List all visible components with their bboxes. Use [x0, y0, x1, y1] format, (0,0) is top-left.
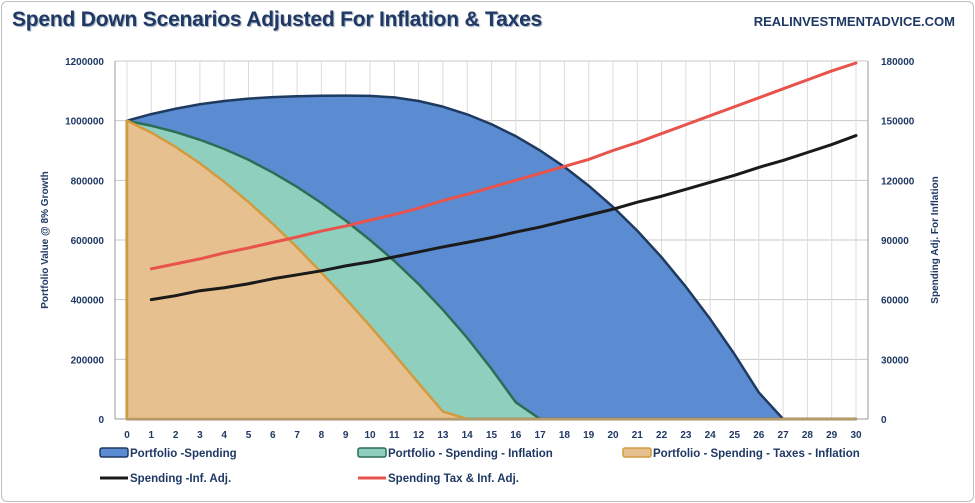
legend-label: Spending -Inf. Adj. [130, 473, 231, 485]
x-tick-label: 9 [343, 430, 349, 441]
x-tick-label: 0 [124, 430, 130, 441]
y-tick-label: 800000 [71, 176, 105, 187]
y2-tick-label: 150000 [881, 117, 915, 128]
x-tick-label: 28 [802, 430, 814, 441]
legend-swatch [622, 447, 652, 458]
x-tick-label: 14 [462, 430, 474, 441]
legend-label: Portfolio -Spending [130, 448, 237, 460]
x-tick-label: 20 [607, 430, 619, 441]
x-tick-label: 30 [850, 430, 862, 441]
x-tick-label: 16 [510, 430, 522, 441]
legend-swatch [357, 447, 387, 458]
x-tick-label: 11 [389, 430, 400, 441]
y2-tick-label: 90000 [881, 236, 909, 247]
x-tick-label: 27 [778, 430, 790, 441]
x-tick-label: 26 [753, 430, 765, 441]
y-tick-label: 200000 [71, 355, 105, 366]
y-tick-label: 400000 [71, 296, 105, 307]
line-spending-tax-inf-adj [149, 61, 858, 271]
legend-label: Spending Tax & Inf. Adj. [388, 473, 519, 485]
x-tick-label: 19 [583, 430, 595, 441]
x-tick-label: 23 [680, 430, 692, 441]
x-tick-label: 13 [437, 430, 449, 441]
x-tick-label: 25 [729, 430, 741, 441]
x-tick-label: 7 [294, 430, 300, 441]
x-tick-label: 4 [221, 430, 227, 441]
area-series [125, 94, 858, 421]
line-series [149, 61, 858, 302]
x-tick-label: 15 [486, 430, 498, 441]
legend-swatch [99, 447, 129, 458]
y2-tick-label: 60000 [881, 296, 909, 307]
y-tick-label: 1000000 [65, 117, 104, 128]
x-tick-label: 5 [246, 430, 252, 441]
x-tick-label: 6 [270, 430, 276, 441]
line-spending-inf-adj [149, 134, 858, 302]
y-tick-label: 1200000 [65, 57, 104, 68]
y2-tick-label: 30000 [881, 355, 909, 366]
x-tick-label: 22 [656, 430, 668, 441]
x-tick-label: 1 [149, 430, 155, 441]
y2-axis-label: Spending Adj. For Inflation [930, 176, 941, 303]
x-tick-label: 29 [826, 430, 838, 441]
x-tick-label: 2 [173, 430, 179, 441]
y-tick-label: 600000 [71, 236, 105, 247]
x-tick-label: 3 [197, 430, 203, 441]
x-tick-label: 18 [559, 430, 571, 441]
chart-title: Spend Down Scenarios Adjusted For Inflat… [12, 8, 543, 31]
source-label: REALINVESTMENTADVICE.COM [753, 14, 955, 29]
x-tick-label: 24 [705, 430, 717, 441]
x-tick-label: 10 [364, 430, 376, 441]
legend: Portfolio -Spending Portfolio - Spending … [99, 447, 860, 485]
x-tick-label: 17 [535, 430, 547, 441]
y2-tick-label: 180000 [881, 57, 915, 68]
x-tick-label: 12 [413, 430, 425, 441]
y-tick-label: 0 [98, 415, 104, 426]
legend-label: Portfolio - Spending - Inflation [388, 448, 553, 460]
legend-label: Portfolio - Spending - Taxes - Inflation [653, 448, 860, 460]
axes: 0200000400000600000800000100000012000000… [65, 57, 915, 441]
x-tick-label: 21 [632, 430, 644, 441]
x-tick-label: 8 [319, 430, 325, 441]
y2-tick-label: 0 [881, 415, 887, 426]
y2-tick-label: 120000 [881, 176, 915, 187]
y-axis-label: Portfolio Value @ 8% Growth [40, 171, 51, 309]
